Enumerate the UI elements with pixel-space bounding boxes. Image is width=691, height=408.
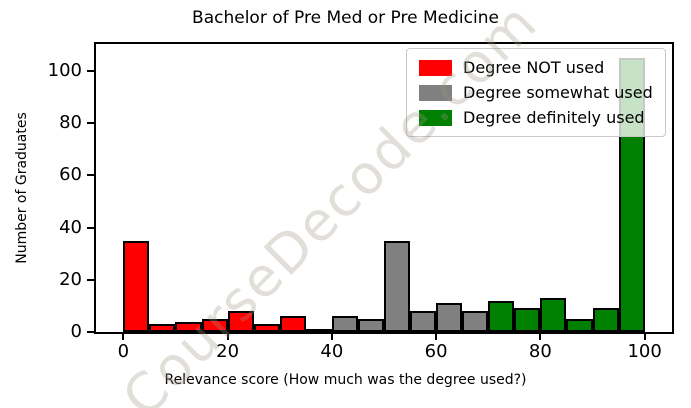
- y-tick-label: 100: [47, 59, 82, 81]
- chart-title: Bachelor of Pre Med or Pre Medicine: [192, 8, 499, 28]
- legend-label: Degree NOT used: [463, 58, 605, 77]
- y-tick-mark: [87, 174, 94, 177]
- histogram-bar: [436, 303, 463, 332]
- histogram-bar: [514, 308, 541, 332]
- y-axis-label: Number of Graduates: [14, 112, 30, 264]
- x-tick-mark: [330, 334, 333, 340]
- x-tick-label: 0: [117, 341, 130, 362]
- x-tick-mark: [643, 334, 646, 340]
- histogram-bar: [566, 318, 593, 332]
- y-tick-label: 60: [59, 164, 82, 186]
- x-tick-label: 80: [528, 341, 552, 362]
- histogram-bar: [331, 316, 358, 332]
- legend-label: Degree definitely used: [463, 108, 645, 127]
- histogram-bar: [253, 324, 280, 332]
- legend-swatch: [419, 109, 452, 126]
- legend-swatch: [419, 59, 452, 76]
- histogram-bar: [410, 311, 437, 332]
- histogram-bar: [201, 318, 228, 332]
- x-tick-mark: [122, 334, 125, 340]
- y-tick-mark: [87, 331, 94, 333]
- histogram-bar: [149, 324, 176, 332]
- histogram-bar: [227, 311, 254, 332]
- y-tick-mark: [87, 226, 94, 229]
- legend-swatch: [419, 84, 452, 101]
- x-tick-label: 40: [320, 341, 344, 362]
- x-tick-mark: [435, 334, 438, 340]
- histogram-bar: [592, 308, 619, 332]
- bars-layer: [96, 44, 672, 334]
- histogram-bar: [540, 298, 567, 332]
- histogram-bar: [305, 329, 332, 334]
- x-tick-mark: [539, 334, 542, 340]
- legend-item: Degree somewhat used: [419, 83, 653, 102]
- plot-area: Degree NOT used Degree somewhat used Degre…: [48, 42, 674, 362]
- x-tick-label: 60: [424, 341, 448, 362]
- histogram-bar: [357, 318, 384, 332]
- histogram-bar: [279, 316, 306, 332]
- histogram-bar: [175, 321, 202, 332]
- histogram-bar: [488, 300, 515, 332]
- x-tick-label: 100: [627, 341, 662, 362]
- histogram-bar: [123, 240, 150, 332]
- y-tick-label: 0: [70, 321, 82, 342]
- x-axis-label: Relevance score (How much was the degree…: [164, 372, 527, 388]
- y-tick-label: 20: [59, 268, 82, 290]
- y-tick-mark: [87, 69, 94, 72]
- histogram-bar: [384, 240, 411, 332]
- y-tick-label: 80: [59, 112, 82, 134]
- y-tick-mark: [87, 278, 94, 281]
- legend-item: Degree definitely used: [419, 108, 653, 127]
- legend: Degree NOT used Degree somewhat used Degre…: [406, 48, 666, 137]
- x-tick-mark: [226, 334, 229, 340]
- x-tick-label: 20: [216, 341, 240, 362]
- histogram-bar: [462, 311, 489, 332]
- legend-item: Degree NOT used: [419, 58, 653, 77]
- y-tick-label: 40: [59, 216, 82, 238]
- y-tick-mark: [87, 122, 94, 125]
- legend-label: Degree somewhat used: [463, 83, 653, 102]
